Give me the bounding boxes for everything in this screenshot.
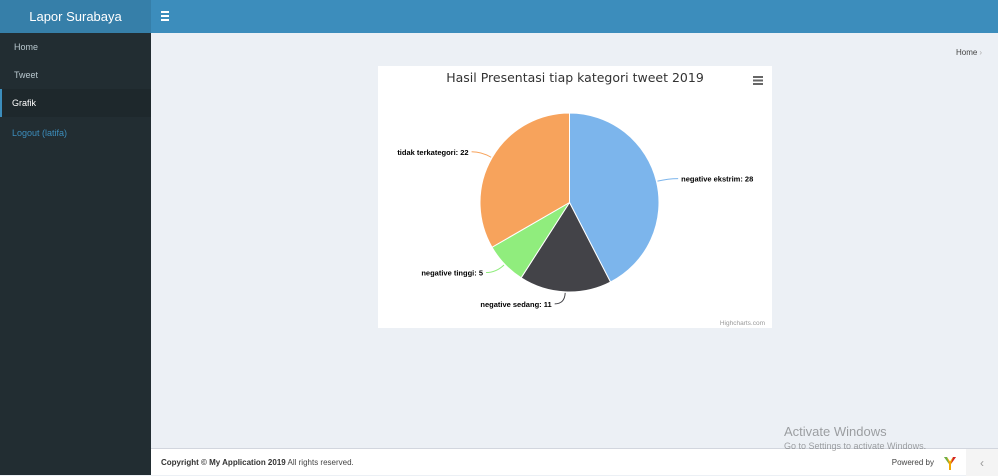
pie-connector-negative-sedang (554, 292, 566, 305)
sidebar-item-grafik[interactable]: Grafik (0, 89, 151, 117)
sidebar-item-label: Home (14, 42, 39, 52)
top-navbar (151, 0, 998, 33)
footer: Copyright © My Application 2019 All righ… (151, 448, 998, 476)
sidebar-item-home[interactable]: Home (0, 33, 151, 61)
app-title: Lapor Surabaya (29, 9, 122, 24)
hamburger-menu-icon[interactable] (161, 11, 169, 21)
chevron-left-icon: ‹ (980, 455, 984, 470)
pie-chart: Hasil Presentasi tiap kategori tweet 201… (397, 70, 765, 327)
app-logo[interactable]: Lapor Surabaya (0, 0, 151, 33)
pie-label-negative-sedang: negative sedang: 11 (480, 300, 551, 309)
pie-slice-negative-sedang[interactable] (520, 201, 612, 293)
pie-connector-negative-ekstrim (657, 178, 679, 182)
sidebar: Home Tweet Grafik Logout (latifa) (0, 33, 151, 475)
footer-copyright-prefix: Copyright © My Application 2019 (161, 458, 286, 467)
chart-export-menu-icon[interactable] (752, 75, 764, 85)
control-sidebar-toggle[interactable]: ‹ (966, 449, 998, 476)
sidebar-item-label: Grafik (12, 98, 37, 108)
footer-copyright: Copyright © My Application 2019 All righ… (161, 458, 354, 467)
breadcrumb-home-link[interactable]: Home (955, 48, 978, 57)
pie-connector-tidak-terkategori (471, 151, 492, 158)
footer-copyright-suffix: All rights reserved. (285, 458, 354, 467)
pie-slice-tidak-terkategori[interactable] (479, 112, 570, 248)
pie-labels: negative ekstrim: 28 negative sedang: 11 n… (397, 148, 753, 309)
logout-label: Logout (latifa) (12, 128, 68, 138)
logout-link[interactable]: Logout (latifa) (0, 119, 151, 147)
chart-card: Hasil Presentasi tiap kategori tweet 201… (378, 66, 772, 328)
yii-logo-icon[interactable] (942, 455, 958, 471)
sidebar-item-label: Tweet (14, 70, 39, 80)
pie-label-tidak-terkategori: tidak terkategori: 22 (397, 148, 468, 157)
pie-label-negative-tinggi: negative tinggi: 5 (421, 269, 483, 278)
windows-activation-watermark: Activate Windows Go to Settings to activ… (784, 424, 926, 451)
chevron-right-icon: › (979, 48, 982, 57)
pie-slice-negative-ekstrim[interactable] (569, 112, 660, 283)
chart-title: Hasil Presentasi tiap kategori tweet 201… (446, 70, 704, 85)
pie-slices (479, 112, 660, 293)
watermark-line1: Activate Windows (784, 424, 887, 439)
pie-connector-negative-tinggi (486, 264, 505, 274)
pie-label-negative-ekstrim: negative ekstrim: 28 (681, 175, 753, 184)
footer-powered-by: Powered by (891, 458, 934, 467)
sidebar-item-tweet[interactable]: Tweet (0, 61, 151, 89)
breadcrumb: Home › (956, 48, 982, 57)
chart-credits[interactable]: Highcharts.com (720, 320, 765, 327)
